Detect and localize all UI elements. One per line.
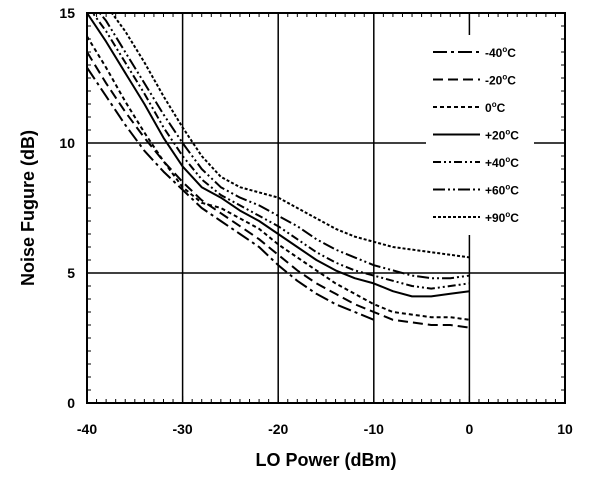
y-tick-label: 0 — [67, 395, 75, 411]
y-tick-label: 15 — [59, 5, 75, 21]
x-tick-label: -40 — [77, 421, 97, 437]
series-line — [91, 13, 470, 290]
y-tick-label: 10 — [59, 135, 75, 151]
series-line — [98, 13, 470, 280]
series-line — [87, 35, 470, 321]
legend-label: +90oC — [485, 210, 519, 225]
y-tick-label: 5 — [67, 265, 75, 281]
x-tick-label: -10 — [364, 421, 384, 437]
series-line — [87, 67, 375, 321]
legend-label: -20oC — [485, 73, 516, 88]
x-tick-label: 10 — [557, 421, 573, 437]
legend-label: +20oC — [485, 128, 519, 143]
series-line — [87, 13, 470, 298]
tick-labels: -40 -30 -20 -10 0 10 0 5 10 15 — [59, 5, 573, 437]
series-line — [87, 51, 470, 329]
tick-marks — [86, 12, 566, 404]
y-axis-title: Noise Fugure (dB) — [18, 130, 38, 286]
legend-label: +60oC — [485, 183, 519, 198]
x-tick-label: -20 — [268, 421, 288, 437]
series-group — [87, 13, 470, 329]
x-tick-label: -30 — [172, 421, 192, 437]
x-tick-label: 0 — [466, 421, 474, 437]
legend-label: -40oC — [485, 45, 516, 60]
legend: -40oC -20oC 0oC +20oC +40oC +60oC +90oC — [433, 45, 519, 225]
legend-label: 0oC — [485, 100, 506, 115]
x-axis-title: LO Power (dBm) — [255, 450, 396, 470]
legend-label: +40oC — [485, 155, 519, 170]
